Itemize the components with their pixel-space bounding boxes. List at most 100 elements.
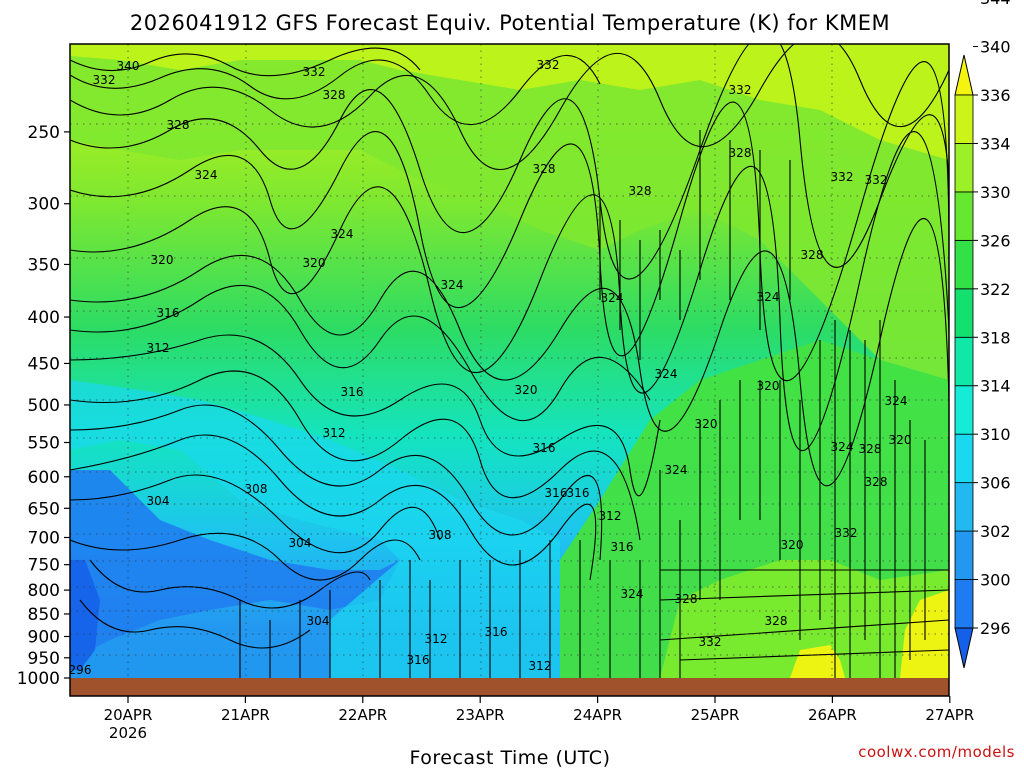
credit-text: coolwx.com/models: [858, 743, 1015, 761]
contour-label: 328: [801, 248, 824, 262]
colorbar: 296 300 302 306 310 314 318 322 326 330 334 336 340 3…: [954, 0, 1011, 669]
contour-label: 324: [655, 367, 678, 381]
contour-label: 328: [765, 614, 788, 628]
x-tick-label: 27APR: [925, 706, 974, 724]
contour-label: 316: [567, 486, 590, 500]
colorbar-segment: [954, 530, 974, 580]
colorbar-top-arrow: [954, 54, 974, 96]
contour-label: 328: [323, 88, 346, 102]
contour-label: 328: [729, 146, 752, 160]
contour-label: 312: [599, 509, 622, 523]
x-tick-label: 22APR: [338, 706, 387, 724]
y-tick-label: 650: [28, 499, 60, 519]
contour-label: 324: [831, 440, 854, 454]
x-tick-label: 24APR: [573, 706, 622, 724]
contour-label: 324: [441, 278, 464, 292]
contour-label: 308: [429, 528, 452, 542]
contour-label: 316: [485, 625, 508, 639]
contour-label: 320: [781, 538, 804, 552]
colorbar-label: 340: [980, 38, 1011, 57]
colorbar-label: 344: [980, 0, 1011, 8]
y-tick-label: 250: [28, 123, 60, 143]
y-tick-label: 750: [28, 556, 60, 576]
contour-label: 332: [865, 173, 888, 187]
x-axis-title: Forecast Time (UTC): [410, 747, 611, 768]
colorbar-label: 306: [980, 474, 1011, 493]
y-tick-label: 950: [28, 649, 60, 669]
contour-label: 304: [289, 536, 312, 550]
contour-lines: [70, 44, 949, 678]
contour-label: 308: [245, 482, 268, 496]
colorbar-label: 334: [980, 134, 1011, 153]
contour-label: 332: [729, 83, 752, 97]
colorbar-label: 314: [980, 377, 1011, 396]
colorbar-segment: [954, 191, 974, 241]
contour-label: 316: [545, 486, 568, 500]
y-tick-label: 800: [28, 581, 60, 601]
chart-title: 2026041912 GFS Forecast Equiv. Potential…: [130, 11, 890, 35]
field-top-yellow: [70, 44, 949, 160]
field-cyan-mid: [70, 380, 560, 678]
contour-label: 324: [331, 227, 354, 241]
contour-label: 324: [601, 291, 624, 305]
contour-label: 320: [515, 383, 538, 397]
colorbar-label: 318: [980, 328, 1011, 347]
contour-label: 324: [757, 290, 780, 304]
colorbar-label: 302: [980, 522, 1011, 541]
contour-label: 320: [303, 256, 326, 270]
colorbar-label: 300: [980, 571, 1011, 590]
colorbar-segment: [954, 579, 974, 629]
colorbar-label: 330: [980, 183, 1011, 202]
colorbar-segment: [954, 288, 974, 338]
colorbar-label: 310: [980, 425, 1011, 444]
contour-label: 328: [859, 442, 882, 456]
colorbar-segment: [954, 239, 974, 290]
y-tick-label: 900: [28, 627, 60, 647]
contour-label: 316: [611, 540, 634, 554]
field-east-lime: [660, 560, 949, 678]
contour-label: 296: [69, 663, 92, 677]
contour-label: 304: [307, 614, 330, 628]
contour-label: 312: [323, 426, 346, 440]
ground: [70, 678, 949, 696]
contour-label: 328: [675, 592, 698, 606]
contour-label: 316: [157, 306, 180, 320]
y-axis: 2503003504004505005506006507007508008509…: [17, 123, 70, 689]
contour-label: 340: [117, 59, 140, 73]
contour-label: 324: [621, 587, 644, 601]
colorbar-bottom-arrow: [954, 627, 974, 669]
contour-label: 312: [529, 659, 552, 673]
contour-label: 332: [831, 170, 854, 184]
y-tick-label: 500: [28, 396, 60, 416]
colorbar-segment: [954, 143, 974, 193]
contour-label: 332: [699, 635, 722, 649]
field-upper-green: [70, 44, 949, 380]
y-tick-label: 1000: [17, 669, 60, 689]
contour-label: 324: [885, 394, 908, 408]
plot-frame: [69, 43, 950, 697]
contour-label: 332: [835, 526, 858, 540]
y-tick-label: 400: [28, 308, 60, 328]
contour-label: 316: [341, 385, 364, 399]
x-tick-label: 26APR: [808, 706, 857, 724]
colorbar-label: 322: [980, 280, 1011, 299]
x-axis-sub-label: 2026: [109, 724, 147, 742]
contour-label: 328: [629, 184, 652, 198]
contour-label: 316: [533, 441, 556, 455]
contour-label: 304: [147, 494, 170, 508]
y-tick-label: 600: [28, 468, 60, 488]
contour-label: 328: [533, 162, 556, 176]
contour-label: 320: [757, 379, 780, 393]
colorbar-label: 326: [980, 231, 1011, 250]
colorbar-segment: [954, 94, 974, 144]
x-tick-label: 21APR: [221, 706, 270, 724]
contour-label: 320: [889, 433, 912, 447]
colorbar-label: 296: [980, 619, 1011, 638]
contour-label: 316: [407, 653, 430, 667]
contour-label: 324: [665, 463, 688, 477]
field-cold-pool: [70, 470, 400, 660]
colorbar-segment: [954, 482, 974, 532]
